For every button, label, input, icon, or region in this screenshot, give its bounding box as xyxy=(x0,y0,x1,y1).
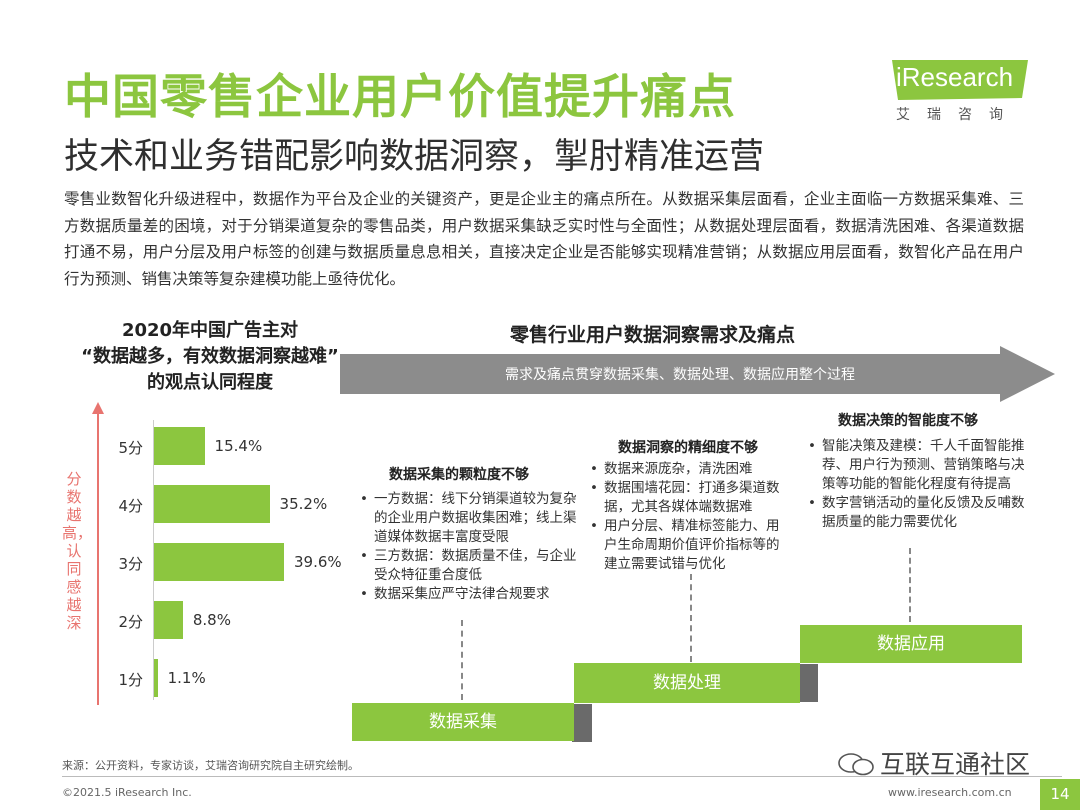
step-shadow xyxy=(572,704,592,742)
stage-collection-bullets: 一方数据：线下分销渠道较为复杂的企业用户数据收集困难；线上渠道媒体数据丰富度受限… xyxy=(358,490,580,604)
step-data-processing: 数据处理 xyxy=(574,663,800,703)
bar-baseline xyxy=(153,420,154,700)
intro-paragraph: 零售业数智化升级进程中，数据作为平台及企业的关键资产，更是企业主的痛点所在。从数… xyxy=(64,190,1024,288)
stage-application-connector xyxy=(909,548,911,622)
chart-title: 2020年中国广告主对 “数据越多，有效数据洞察越难” 的观点认同程度 xyxy=(60,318,360,396)
y-axis-arrow xyxy=(92,402,104,705)
bar xyxy=(154,601,183,639)
stage-collection-title: 数据采集的颗粒度不够 xyxy=(389,467,529,483)
list-item: 数据围墙花园：打通多渠道数据，尤其各媒体端数据难 xyxy=(588,479,788,517)
step-data-application: 数据应用 xyxy=(800,625,1022,663)
bar-value-label: 1.1% xyxy=(167,669,206,687)
copyright: ©2021.5 iResearch Inc. xyxy=(62,786,192,799)
list-item: 数据采集应严守法律合规要求 xyxy=(358,585,580,604)
bar-category-label: 4分 xyxy=(118,497,143,515)
page-subtitle: 技术和业务错配影响数据洞察，掣肘精准运营 xyxy=(64,137,765,177)
bar-category-label: 1分 xyxy=(118,671,143,689)
bar-value-label: 39.6% xyxy=(294,553,342,571)
iresearch-logo xyxy=(892,60,1028,100)
bar-category-label: 5分 xyxy=(118,439,143,457)
stage-processing-connector xyxy=(690,574,692,662)
step-data-collection: 数据采集 xyxy=(352,703,574,741)
process-title: 零售行业用户数据洞察需求及痛点 xyxy=(510,324,796,346)
y-axis-caption: 分数越高，认同感越深 xyxy=(62,470,93,632)
list-item: 智能决策及建模：千人千面智能推荐、用户行为预测、营销策略与决策等功能的智能化程度… xyxy=(806,437,1026,494)
stage-processing-title: 数据洞察的精细度不够 xyxy=(618,440,758,456)
step-shadow xyxy=(798,664,818,702)
website-url: www.iresearch.com.cn xyxy=(888,786,1012,799)
chart-title-line: 2020年中国广告主对 xyxy=(121,320,299,341)
watermark-text: 互联互通社区 xyxy=(880,750,1031,779)
stage-collection-connector xyxy=(461,620,463,700)
list-item: 数据来源庞杂，清洗困难 xyxy=(588,460,788,479)
list-item: 三方数据：数据质量不佳，与企业受众特征重合度低 xyxy=(358,547,580,585)
chart-title-line: 的观点认同程度 xyxy=(147,372,273,393)
bar xyxy=(154,485,270,523)
bar-category-label: 3分 xyxy=(118,555,143,573)
bar xyxy=(154,659,158,697)
bar-value-label: 15.4% xyxy=(214,437,263,455)
list-item: 数字营销活动的量化反馈及反哺数据质量的能力需要优化 xyxy=(806,494,1026,532)
bar-category-label: 2分 xyxy=(118,613,143,631)
chart-title-line: “数据越多，有效数据洞察越难” xyxy=(81,346,339,367)
bar-value-label: 35.2% xyxy=(279,495,328,513)
stage-processing-bullets: 数据来源庞杂，清洗困难 数据围墙花园：打通多渠道数据，尤其各媒体端数据难 用户分… xyxy=(588,460,788,574)
stage-application-title: 数据决策的智能度不够 xyxy=(838,413,978,429)
bar xyxy=(154,427,205,465)
process-arrow-text: 需求及痛点贯穿数据采集、数据处理、数据应用整个过程 xyxy=(505,367,855,383)
bar-value-label: 8.8% xyxy=(192,611,231,629)
list-item: 用户分层、精准标签能力、用户生命周期价值评价指标等的建立需要试错与优化 xyxy=(588,517,788,574)
wechat-icon xyxy=(838,753,874,776)
page-title: 中国零售企业用户价值提升痛点 xyxy=(64,70,736,125)
bar xyxy=(154,543,284,581)
logo-text: iResearch xyxy=(896,62,1014,92)
list-item: 一方数据：线下分销渠道较为复杂的企业用户数据收集困难；线上渠道媒体数据丰富度受限 xyxy=(358,490,580,547)
source-note: 来源：公开资料，专家访谈，艾瑞咨询研究院自主研究绘制。 xyxy=(62,759,359,772)
process-arrow xyxy=(340,346,1055,402)
logo-cn-text: 艾瑞咨询 xyxy=(896,107,1020,123)
page-number: 14 xyxy=(1040,779,1080,810)
footer-divider xyxy=(62,776,1062,777)
stage-application-bullets: 智能决策及建模：千人千面智能推荐、用户行为预测、营销策略与决策等功能的智能化程度… xyxy=(806,437,1026,532)
